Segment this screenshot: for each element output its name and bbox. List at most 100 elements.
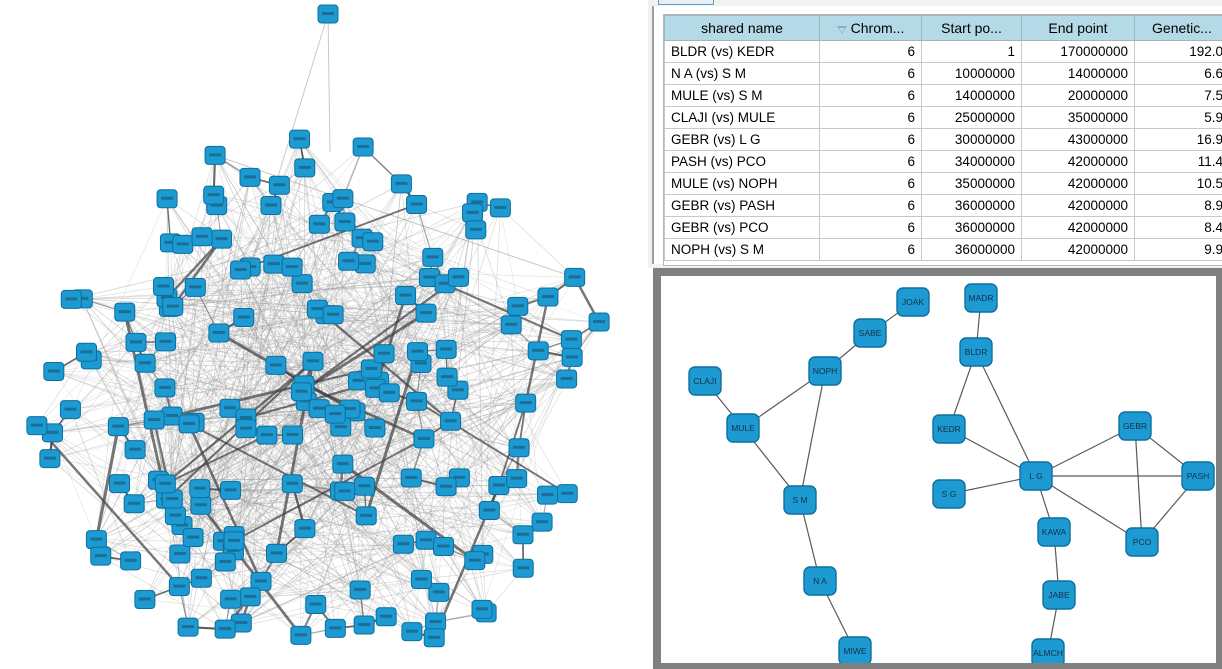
hairball-node[interactable] bbox=[266, 543, 288, 563]
hairball-edge[interactable] bbox=[443, 485, 500, 547]
hairball-edge[interactable] bbox=[82, 298, 173, 500]
hairball-edge[interactable] bbox=[344, 221, 433, 258]
hairball-edge[interactable] bbox=[230, 490, 490, 511]
hairball-edge[interactable] bbox=[166, 297, 336, 629]
hairball-edge[interactable] bbox=[230, 402, 526, 491]
hairball-edge[interactable] bbox=[166, 198, 413, 632]
hairball-edge[interactable] bbox=[71, 283, 446, 300]
hairball-edge[interactable] bbox=[446, 277, 459, 378]
hairball-node[interactable] bbox=[289, 129, 311, 149]
hairball-node[interactable] bbox=[507, 296, 529, 316]
node-shape[interactable] bbox=[726, 413, 760, 443]
hairball-edge[interactable] bbox=[53, 212, 473, 372]
hairball-node[interactable] bbox=[153, 277, 175, 297]
table-cell-shared-name[interactable]: MULE (vs) NOPH bbox=[664, 172, 820, 195]
table-cell-end-point[interactable]: 42000000 bbox=[1021, 150, 1135, 173]
hairball-node[interactable] bbox=[435, 477, 457, 497]
hairball-edge[interactable] bbox=[96, 420, 451, 541]
hairball-edge[interactable] bbox=[154, 419, 524, 536]
hairball-node[interactable] bbox=[203, 185, 225, 205]
hairball-edge[interactable] bbox=[166, 177, 251, 500]
hairball-edge[interactable] bbox=[218, 306, 518, 334]
hairball-edge[interactable] bbox=[273, 263, 520, 448]
table-cell-start-point[interactable]: 10000000 bbox=[921, 62, 1022, 85]
hairball-edge[interactable] bbox=[243, 317, 573, 358]
table-body[interactable]: BLDR (vs) KEDR 6 1 170000000 192.0 N A (vs) S… bbox=[664, 40, 1222, 261]
hairball-edge[interactable] bbox=[291, 380, 359, 484]
hairball-edge[interactable] bbox=[229, 402, 526, 409]
hairball-edge[interactable] bbox=[218, 332, 483, 555]
hairball-node[interactable] bbox=[182, 528, 204, 548]
hairball-edge[interactable] bbox=[245, 402, 526, 430]
table-cell-genetic[interactable]: 8.9 bbox=[1134, 194, 1222, 217]
hairball-node[interactable] bbox=[184, 277, 206, 297]
hairball-edge[interactable] bbox=[181, 378, 567, 526]
subnetwork-node[interactable]: L G bbox=[1019, 461, 1053, 491]
hairball-edge[interactable] bbox=[291, 266, 422, 364]
subnetwork-node[interactable]: GEBR bbox=[1118, 411, 1152, 441]
hairball-edge[interactable] bbox=[166, 238, 223, 299]
hairball-node[interactable] bbox=[536, 485, 558, 505]
hairball-node[interactable] bbox=[506, 469, 528, 489]
table-cell-chromosome[interactable]: 6 bbox=[819, 216, 922, 239]
hairball-edge[interactable] bbox=[482, 207, 501, 555]
table-cell-shared-name[interactable]: NOPH (vs) S M bbox=[664, 238, 820, 261]
hairball-edge[interactable] bbox=[49, 458, 242, 624]
hairball-edge[interactable] bbox=[230, 392, 390, 600]
hairball-node[interactable] bbox=[308, 214, 330, 234]
hairball-node[interactable] bbox=[114, 302, 136, 322]
table-cell-shared-name[interactable]: N A (vs) S M bbox=[664, 62, 820, 85]
hairball-edge[interactable] bbox=[53, 371, 320, 409]
hairball-edge[interactable] bbox=[241, 579, 422, 624]
hairball-node[interactable] bbox=[204, 145, 226, 165]
hairball-edge[interactable] bbox=[304, 204, 417, 529]
hairball-edge[interactable] bbox=[225, 438, 425, 563]
hairball-edge[interactable] bbox=[179, 350, 539, 555]
node-shape[interactable] bbox=[1037, 517, 1071, 547]
subnetwork-node[interactable]: PCO bbox=[1125, 527, 1159, 557]
table-row[interactable]: N A (vs) S M 6 10000000 14000000 6.6 bbox=[664, 62, 1222, 85]
hairball-node[interactable] bbox=[107, 417, 129, 437]
hairball-edge[interactable] bbox=[233, 438, 425, 542]
hairball-edge[interactable] bbox=[193, 224, 320, 423]
hairball-edge[interactable] bbox=[312, 361, 524, 569]
table-header-shared-name[interactable]: shared name bbox=[664, 15, 820, 41]
hairball-edge[interactable] bbox=[166, 297, 427, 314]
hairball-edge[interactable] bbox=[243, 317, 512, 326]
hairball-edge[interactable] bbox=[71, 202, 478, 300]
hairball-edge[interactable] bbox=[218, 177, 251, 334]
hairball-node[interactable] bbox=[134, 353, 156, 373]
hairball-edge[interactable] bbox=[53, 371, 341, 428]
hairball-edge[interactable] bbox=[301, 283, 422, 364]
hairball-node[interactable] bbox=[447, 267, 469, 287]
hairball-edge[interactable] bbox=[170, 242, 231, 409]
hairball-node[interactable] bbox=[401, 622, 423, 642]
hairball-node[interactable] bbox=[230, 260, 252, 280]
hairball-edge[interactable] bbox=[358, 380, 543, 523]
hairball-node[interactable] bbox=[464, 551, 486, 571]
hairball-node[interactable] bbox=[471, 599, 493, 619]
table-cell-shared-name[interactable]: GEBR (vs) PCO bbox=[664, 216, 820, 239]
hairball-node[interactable] bbox=[353, 476, 375, 496]
hairball-edge[interactable] bbox=[172, 287, 196, 500]
hairball-edge[interactable] bbox=[166, 177, 251, 500]
node-shape[interactable] bbox=[1118, 411, 1152, 441]
hairball-edge[interactable] bbox=[304, 202, 478, 529]
subnetwork-edge[interactable] bbox=[1035, 475, 1143, 543]
hairball-edge[interactable] bbox=[241, 378, 567, 624]
hairball-edge[interactable] bbox=[187, 423, 263, 582]
hairball-node[interactable] bbox=[527, 341, 549, 361]
hairball-edge[interactable] bbox=[249, 185, 280, 597]
hairball-edge[interactable] bbox=[179, 324, 512, 555]
hairball-node[interactable] bbox=[355, 506, 377, 526]
hairball-node[interactable] bbox=[349, 580, 371, 600]
hairball-node[interactable] bbox=[162, 297, 184, 317]
hairball-edge[interactable] bbox=[342, 198, 575, 278]
hairball-node[interactable] bbox=[190, 495, 212, 515]
hairball-edge[interactable] bbox=[181, 177, 251, 526]
hairball-node[interactable] bbox=[406, 391, 428, 411]
hairball-edge[interactable] bbox=[348, 261, 436, 623]
hairball-edge[interactable] bbox=[172, 306, 314, 362]
hairball-node[interactable] bbox=[268, 175, 290, 195]
